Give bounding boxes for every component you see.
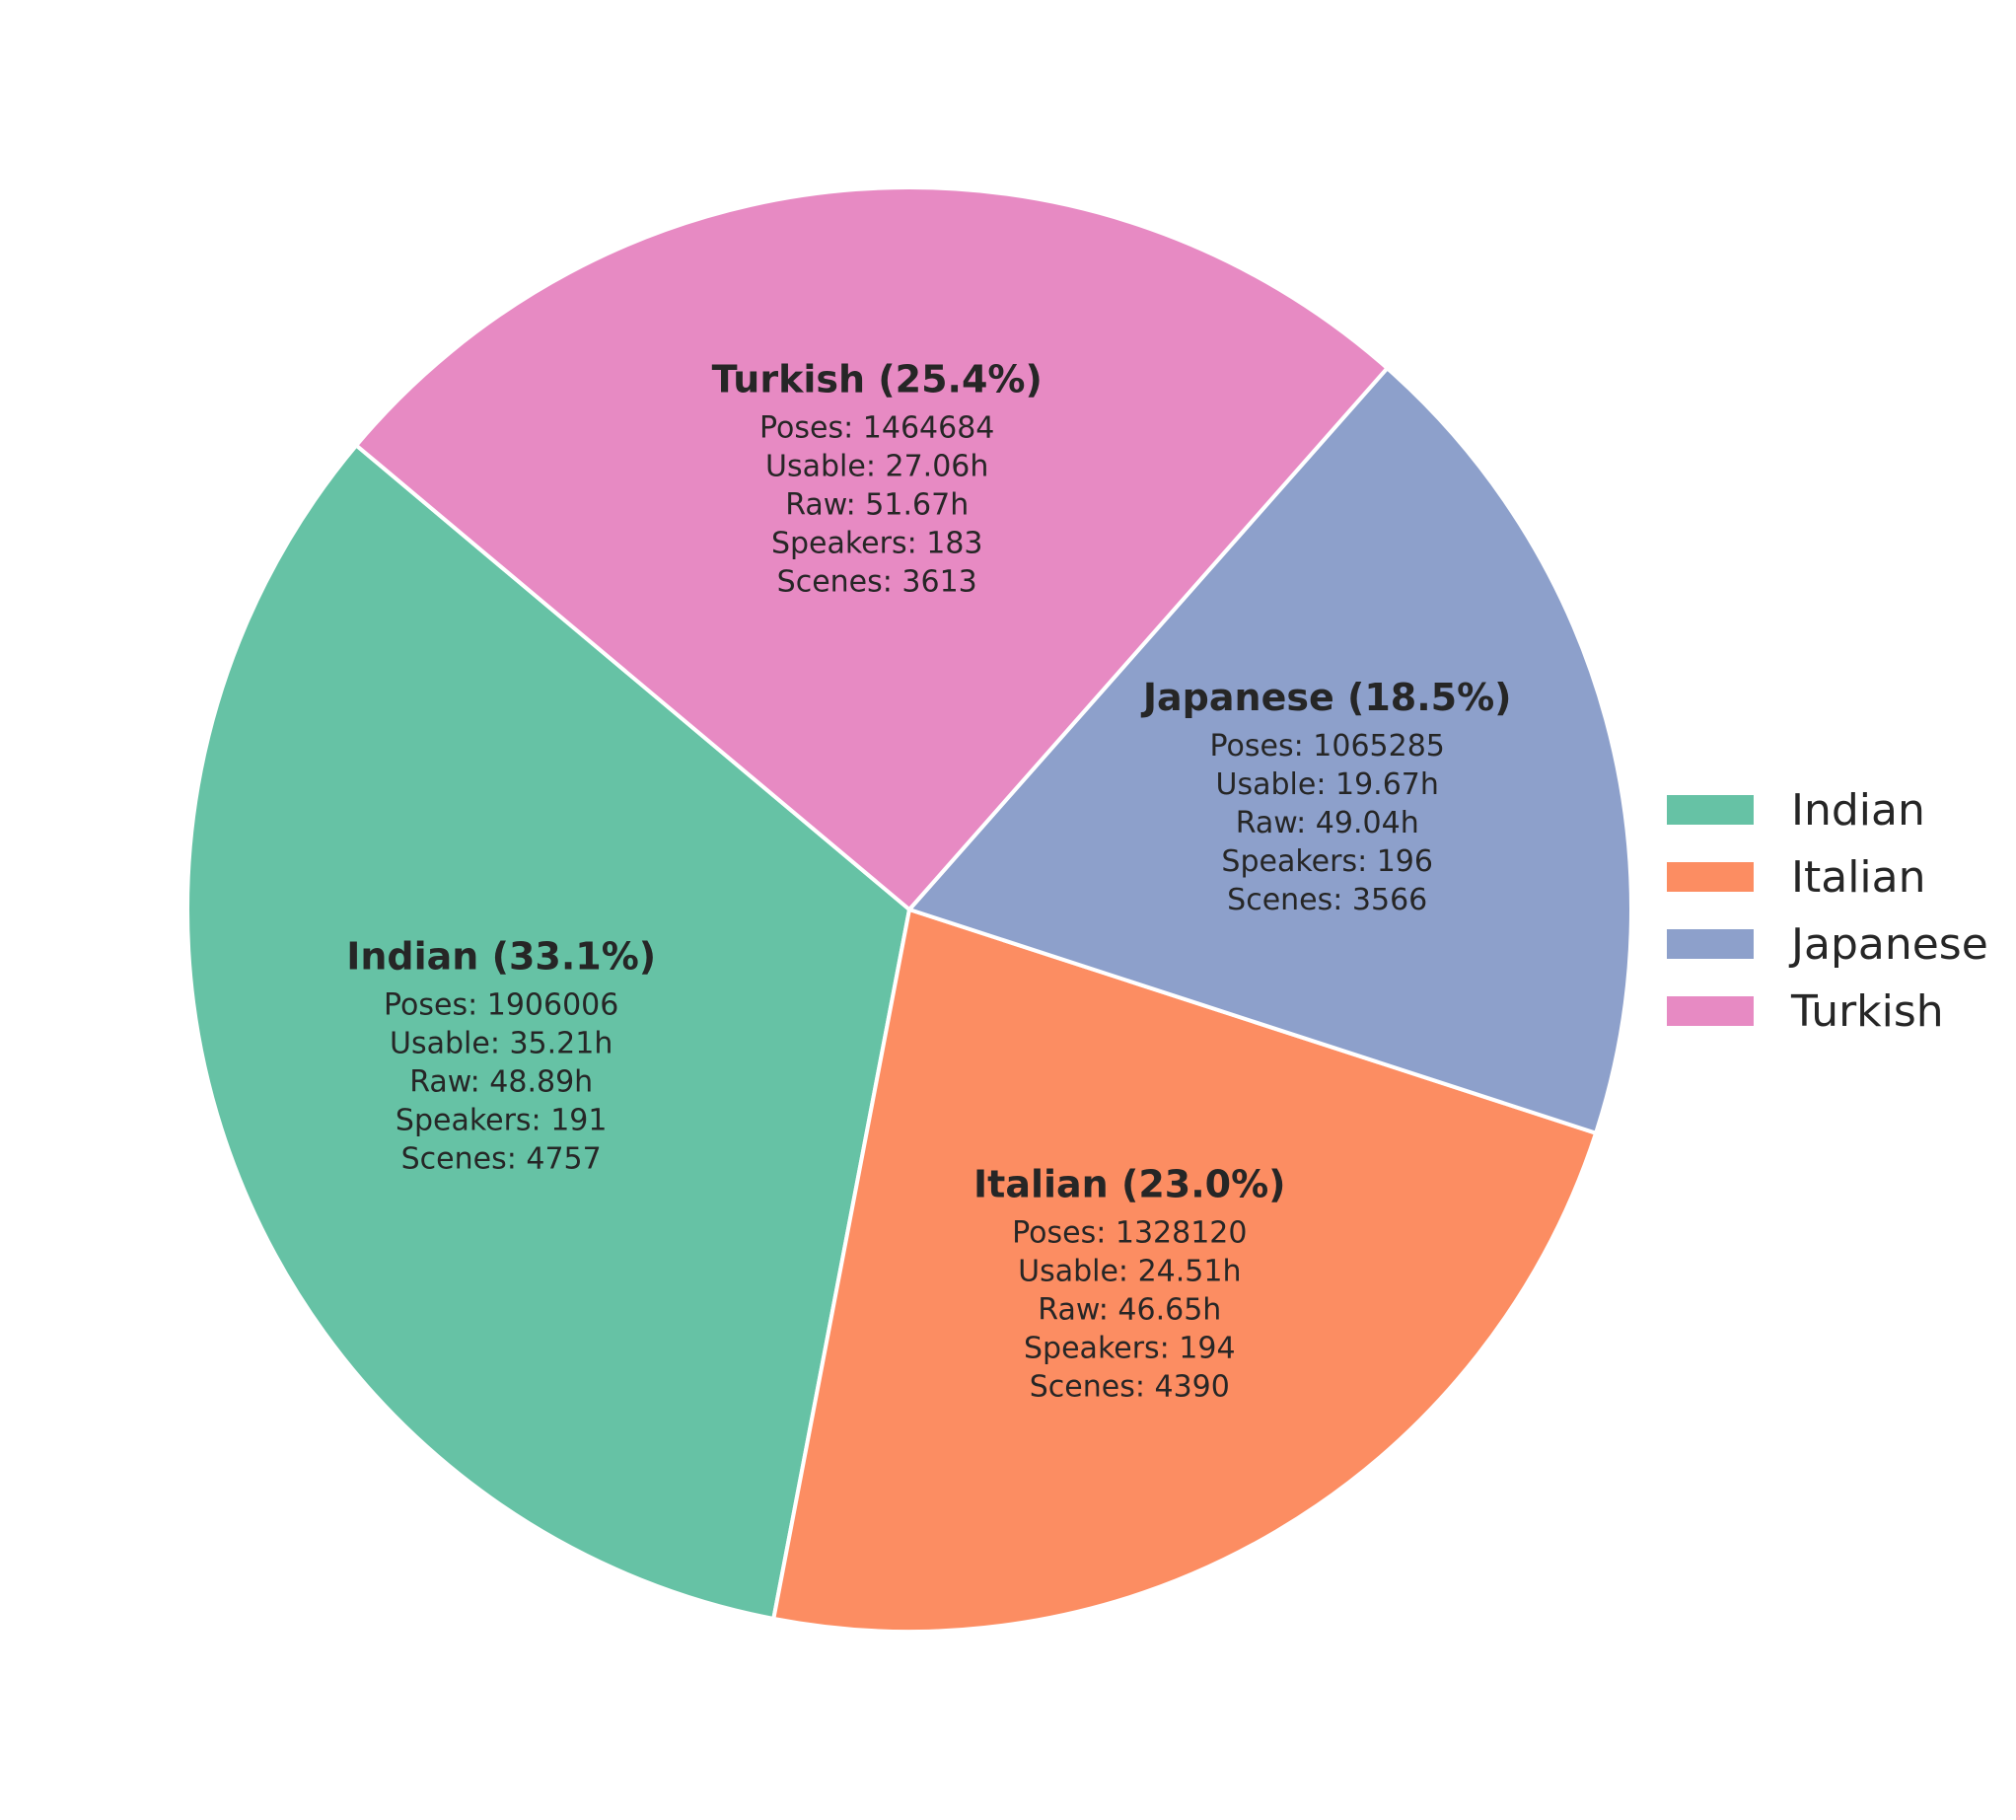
slice-detail-turkish-1: Usable: 27.06h	[765, 450, 988, 484]
pie-slices	[185, 185, 1633, 1634]
slice-detail-turkish-2: Raw: 51.67h	[785, 488, 969, 523]
slice-title-indian: Indian (33.1%)	[346, 935, 656, 979]
slice-title-italian: Italian (23.0%)	[973, 1163, 1286, 1206]
slice-detail-japanese-4: Scenes: 3566	[1227, 883, 1427, 917]
slice-label-turkish: Turkish (25.4%) Poses: 1464684 Usable: 27.…	[712, 358, 1043, 600]
slice-detail-italian-0: Poses: 1328120	[1012, 1216, 1247, 1251]
legend-swatch-indian	[1667, 795, 1754, 825]
slice-detail-japanese-0: Poses: 1065285	[1210, 729, 1445, 764]
slice-detail-turkish-3: Speakers: 183	[771, 527, 983, 561]
slice-detail-indian-4: Scenes: 4757	[401, 1142, 602, 1177]
legend-swatch-italian	[1667, 862, 1754, 892]
slice-detail-indian-3: Speakers: 191	[396, 1104, 608, 1138]
slice-detail-japanese-1: Usable: 19.67h	[1216, 767, 1439, 802]
slice-detail-indian-0: Poses: 1906006	[384, 988, 618, 1023]
slice-label-indian: Indian (33.1%) Poses: 1906006 Usable: 35.2…	[346, 935, 656, 1177]
legend: Indian Italian Japanese Turkish	[1667, 785, 1988, 1037]
slice-detail-turkish-0: Poses: 1464684	[759, 411, 994, 446]
slice-detail-indian-2: Raw: 48.89h	[409, 1065, 593, 1100]
legend-label-indian: Indian	[1791, 785, 1925, 836]
pie-slice-japanese	[907, 366, 1633, 1135]
legend-label-japanese: Japanese	[1788, 919, 1988, 970]
slice-detail-italian-3: Speakers: 194	[1024, 1332, 1236, 1366]
slice-detail-japanese-2: Raw: 49.04h	[1236, 806, 1419, 840]
slice-detail-japanese-3: Speakers: 196	[1221, 844, 1433, 879]
pie-slice-turkish	[354, 185, 1390, 911]
pie-slice-indian	[185, 443, 911, 1621]
slice-detail-turkish-4: Scenes: 3613	[777, 565, 977, 600]
legend-label-turkish: Turkish	[1790, 986, 1944, 1037]
legend-label-italian: Italian	[1791, 852, 1926, 903]
slice-title-turkish: Turkish (25.4%)	[712, 358, 1043, 401]
slice-labels: Indian (33.1%) Poses: 1906006 Usable: 35.2…	[346, 358, 1511, 1405]
slice-detail-italian-4: Scenes: 4390	[1030, 1370, 1230, 1405]
slice-title-japanese: Japanese (18.5%)	[1140, 676, 1512, 719]
pie-slice-italian	[771, 908, 1599, 1634]
slice-detail-indian-1: Usable: 35.21h	[390, 1027, 612, 1061]
slice-detail-italian-1: Usable: 24.51h	[1018, 1255, 1241, 1289]
legend-swatch-japanese	[1667, 929, 1754, 959]
slice-label-italian: Italian (23.0%) Poses: 1328120 Usable: 24.…	[973, 1163, 1286, 1405]
slice-detail-italian-2: Raw: 46.65h	[1038, 1293, 1221, 1328]
legend-swatch-turkish	[1667, 996, 1754, 1026]
